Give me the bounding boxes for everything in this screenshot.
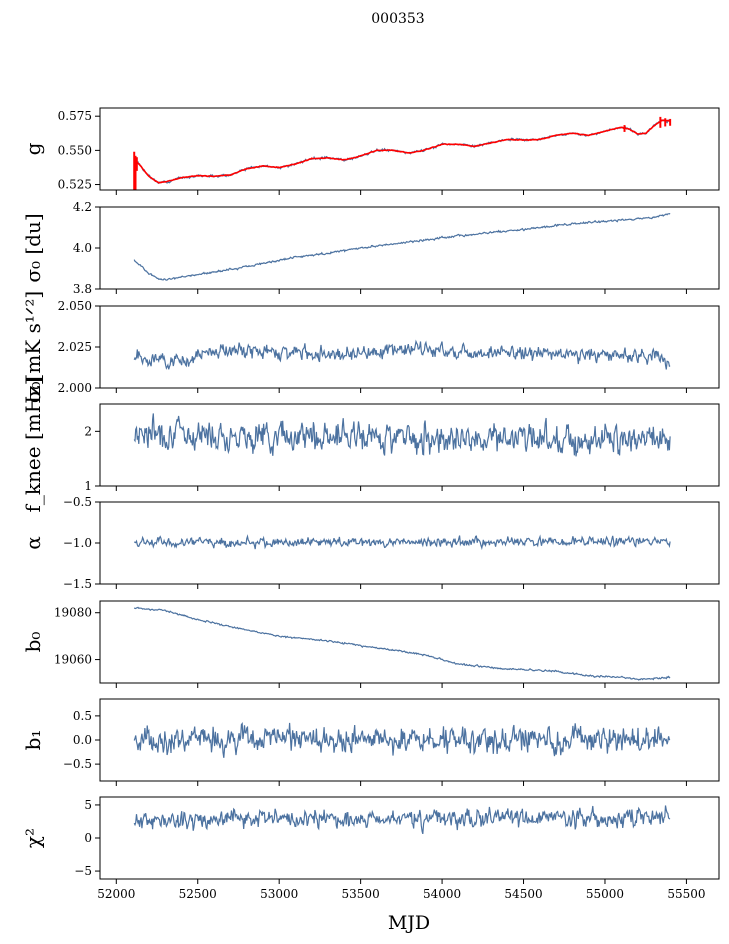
y-tick-label: 4.0 (73, 241, 92, 255)
y-tick-label: 5 (84, 798, 92, 812)
y-tick-label: −0.5 (63, 757, 92, 771)
y-tick-label: 0.550 (58, 143, 92, 157)
x-tick-label: 54000 (423, 887, 461, 901)
series-line-sigma0_mk (133, 339, 671, 370)
x-axis-label: MJD (388, 912, 430, 934)
series-line-g_fit (133, 119, 671, 184)
x-tick-label: 54500 (504, 887, 542, 901)
y-tick-label: 0 (84, 831, 92, 845)
figure-title: 000353 (371, 11, 424, 27)
panel-g: 0.525 0.550 0.575 g (21, 107, 720, 195)
plot-area-b0 (133, 606, 671, 681)
series-line-sigma0 (133, 212, 671, 281)
y-tick-label: −1.5 (63, 577, 92, 591)
x-tick-label: 55500 (667, 887, 705, 901)
y-tick-label: 0.5 (73, 709, 92, 723)
y-tick-label: 0.525 (58, 178, 92, 192)
axes-frame-chi2 (99, 796, 720, 880)
y-axis-label-chi2: χ² (21, 828, 45, 848)
y-tick-label: 0.0 (73, 733, 92, 747)
panel-b1: −0.5 0.0 0.5 b₁ (21, 698, 720, 786)
x-tick-label: 52000 (97, 887, 135, 901)
y-tick-label: −5 (74, 864, 92, 878)
y-axis-label-fknee: f_knee [mHz] (21, 378, 45, 513)
axes-frame-sigma0_mk (99, 305, 720, 389)
y-tick-label: 4.2 (73, 200, 92, 214)
y-axis-label-b1: b₁ (21, 730, 45, 751)
x-tick-label: 53500 (342, 887, 380, 901)
y-tick-label: 19080 (54, 606, 92, 620)
y-axis-label-g: g (21, 142, 45, 155)
x-tick-label: 55000 (586, 887, 624, 901)
y-tick-label: 0.575 (58, 109, 92, 123)
y-tick-label: 2.025 (58, 340, 92, 354)
panel-sigma0_du: 3.8 4.0 4.2 σ₀ [du] (21, 200, 720, 296)
plot-area-chi2 (133, 805, 671, 835)
panel-fknee: 1 2 f_knee [mHz] (21, 378, 720, 513)
plot-area-sigma0_du (133, 212, 671, 281)
y-axis-label-sigma0_mk: σ₀[mK s¹ᐟ²] (21, 291, 45, 403)
plot-area-alpha (133, 534, 671, 551)
plot-area-fknee (133, 413, 671, 457)
y-tick-label: 19060 (54, 653, 92, 667)
axes-frame-g (99, 107, 720, 191)
y-tick-label: 3.8 (73, 282, 92, 296)
panel-b0: 19060 19080 b₀ (21, 600, 720, 688)
plot-area-sigma0_mk (133, 339, 671, 370)
y-tick-label: 2.000 (58, 381, 92, 395)
y-tick-label: −0.5 (63, 495, 92, 509)
panel-alpha: −1.5 −1.0 −0.5 α (21, 495, 720, 591)
y-axis-label-alpha: α (21, 536, 45, 550)
y-tick-label: 1 (84, 479, 92, 493)
series-line-chi2 (133, 805, 671, 835)
plot-area-b1 (133, 721, 671, 758)
panel-chi2: −5 0 5 χ² (21, 796, 720, 884)
y-axis-label-sigma0_du: σ₀ [du] (21, 213, 45, 282)
x-tick-label: 52500 (179, 887, 217, 901)
series-line-b1 (133, 721, 671, 758)
x-tick-label: 53000 (260, 887, 298, 901)
panel-sigma0_mk: 2.000 2.025 2.050 σ₀[mK s¹ᐟ²] (21, 291, 720, 403)
series-line-b0 (133, 606, 671, 681)
series-line-fknee (133, 413, 671, 457)
plot-area-g (133, 116, 672, 190)
y-tick-label: −1.0 (63, 536, 92, 550)
axes-frame-b0 (99, 600, 720, 684)
y-axis-label-b0: b₀ (21, 632, 45, 653)
axes-frame-fknee (99, 403, 720, 487)
series-line-alpha (133, 534, 671, 551)
y-tick-label: 2 (84, 424, 92, 438)
y-tick-label: 2.050 (58, 299, 92, 313)
